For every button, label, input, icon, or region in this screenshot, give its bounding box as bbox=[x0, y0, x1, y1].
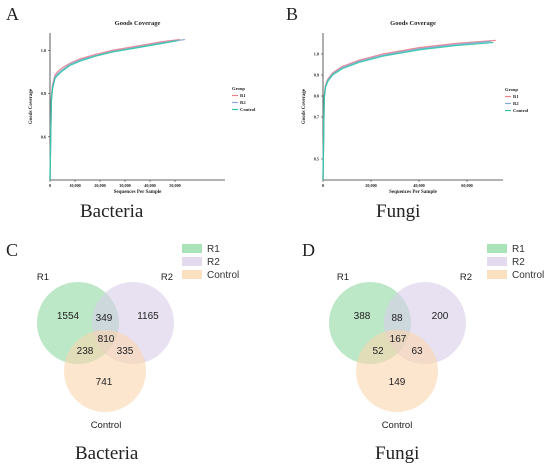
venn-count-r1-only: 388 bbox=[354, 311, 371, 322]
series-line-control bbox=[322, 41, 494, 181]
venn-count-r2-control: 335 bbox=[117, 346, 134, 357]
x-tick-label: 30,000 bbox=[119, 183, 131, 188]
venn-count-r2-control: 63 bbox=[411, 346, 423, 357]
legend-swatch-r2 bbox=[487, 257, 507, 266]
caption-a: Bacteria bbox=[80, 201, 144, 222]
series-line-r2 bbox=[49, 38, 186, 181]
panel-letter-c: C bbox=[6, 240, 19, 260]
x-axis-label: Sequences Per Sample bbox=[389, 190, 437, 195]
rarefaction-chart-bacteria: Goods Coverage 0 10,000 20,000 30,000 40,000 5… bbox=[29, 20, 256, 195]
x-tick-label: 20,000 bbox=[365, 183, 377, 188]
panel-letter-d: D bbox=[302, 240, 315, 260]
caption-b: Fungi bbox=[376, 201, 421, 222]
x-axis-label: Sequences Per Sample bbox=[114, 190, 162, 195]
legend-label-control: Control bbox=[207, 270, 239, 281]
y-tick-label: 0.5 bbox=[314, 157, 319, 162]
y-tick-label: 0.6 bbox=[41, 134, 46, 139]
legend-label-r2: R2 bbox=[207, 257, 220, 268]
x-tick-label: 60,000 bbox=[461, 183, 473, 188]
venn-set-label-r1: R1 bbox=[337, 272, 349, 283]
legend-label-r2: R2 bbox=[513, 101, 519, 106]
legend-swatch-r1 bbox=[487, 244, 507, 253]
y-tick-label: 0.7 bbox=[314, 115, 319, 120]
y-tick-label: 1.0 bbox=[41, 48, 46, 53]
y-axis-label: Goods Coverage bbox=[302, 88, 307, 124]
legend-title: Group bbox=[232, 86, 245, 91]
x-tick-label: 40,000 bbox=[413, 183, 425, 188]
venn-count-r1-r2: 349 bbox=[96, 313, 113, 324]
panel-letter-a: A bbox=[6, 4, 19, 24]
chart-title: Goods Coverage bbox=[115, 20, 161, 27]
series-line-r1 bbox=[49, 38, 181, 181]
y-tick-label: 0.8 bbox=[41, 91, 46, 96]
venn-count-control-only: 741 bbox=[96, 377, 113, 388]
venn-count-r1-control: 52 bbox=[372, 346, 384, 357]
series-line-control bbox=[49, 39, 178, 181]
legend-label-control: Control bbox=[512, 270, 544, 281]
series-line-r2 bbox=[322, 40, 492, 181]
caption-c: Bacteria bbox=[75, 443, 139, 464]
venn-count-r1-r2-control: 167 bbox=[390, 334, 407, 345]
x-tick-label: 40,000 bbox=[144, 183, 156, 188]
venn-count-r1-control: 238 bbox=[77, 346, 94, 357]
y-axis-label: Goods Coverage bbox=[29, 88, 34, 124]
rarefaction-chart-fungi: Goods Coverage 0 20,000 40,000 60,000 0.5 0.7 0… bbox=[302, 20, 529, 195]
legend-title: Group bbox=[505, 87, 518, 92]
y-tick-label: 0.8 bbox=[314, 94, 319, 99]
y-tick-label: 0.9 bbox=[314, 73, 319, 78]
venn-set-label-control: Control bbox=[382, 420, 413, 431]
venn-set-label-control: Control bbox=[91, 420, 122, 431]
venn-count-control-only: 149 bbox=[389, 377, 406, 388]
venn-count-r2-only: 1165 bbox=[137, 311, 159, 322]
legend-label-control: Control bbox=[513, 108, 529, 113]
venn-circle-control bbox=[64, 330, 146, 412]
legend-swatch-control bbox=[487, 270, 507, 279]
legend-swatch-r2 bbox=[182, 257, 202, 266]
panel-letter-b: B bbox=[286, 4, 299, 24]
legend-label-r2: R2 bbox=[512, 257, 525, 268]
venn-count-r1-only: 1554 bbox=[57, 311, 80, 322]
legend-label-r1: R1 bbox=[513, 94, 519, 99]
x-tick-label: 10,000 bbox=[69, 183, 81, 188]
venn-count-r2-only: 200 bbox=[432, 311, 449, 322]
y-tick-label: 1.0 bbox=[314, 52, 319, 57]
caption-d: Fungi bbox=[375, 443, 420, 464]
venn-set-label-r1: R1 bbox=[37, 272, 49, 283]
legend-label-control: Control bbox=[240, 107, 256, 112]
legend-label-r2: R2 bbox=[240, 100, 246, 105]
x-tick-label: 20,000 bbox=[94, 183, 106, 188]
chart-title: Goods Coverage bbox=[390, 20, 436, 27]
venn-circle-control bbox=[356, 330, 438, 412]
legend-swatch-r1 bbox=[182, 244, 202, 253]
x-tick-label: 0 bbox=[49, 183, 51, 188]
legend-label-r1: R1 bbox=[207, 244, 220, 255]
legend-label-r1: R1 bbox=[512, 244, 525, 255]
series-line-r1 bbox=[322, 39, 496, 181]
x-tick-label: 50,000 bbox=[169, 183, 181, 188]
venn-count-r1-r2: 88 bbox=[391, 313, 403, 324]
venn-diagram-fungi: R1 R2 Control 388 200 149 88 52 63 167 R1 R2 Control bbox=[329, 244, 544, 431]
venn-set-label-r2: R2 bbox=[161, 272, 173, 283]
venn-set-label-r2: R2 bbox=[460, 272, 472, 283]
x-tick-label: 0 bbox=[322, 183, 324, 188]
venn-count-r1-r2-control: 810 bbox=[98, 334, 115, 345]
legend-label-r1: R1 bbox=[240, 93, 246, 98]
legend-swatch-control bbox=[182, 270, 202, 279]
